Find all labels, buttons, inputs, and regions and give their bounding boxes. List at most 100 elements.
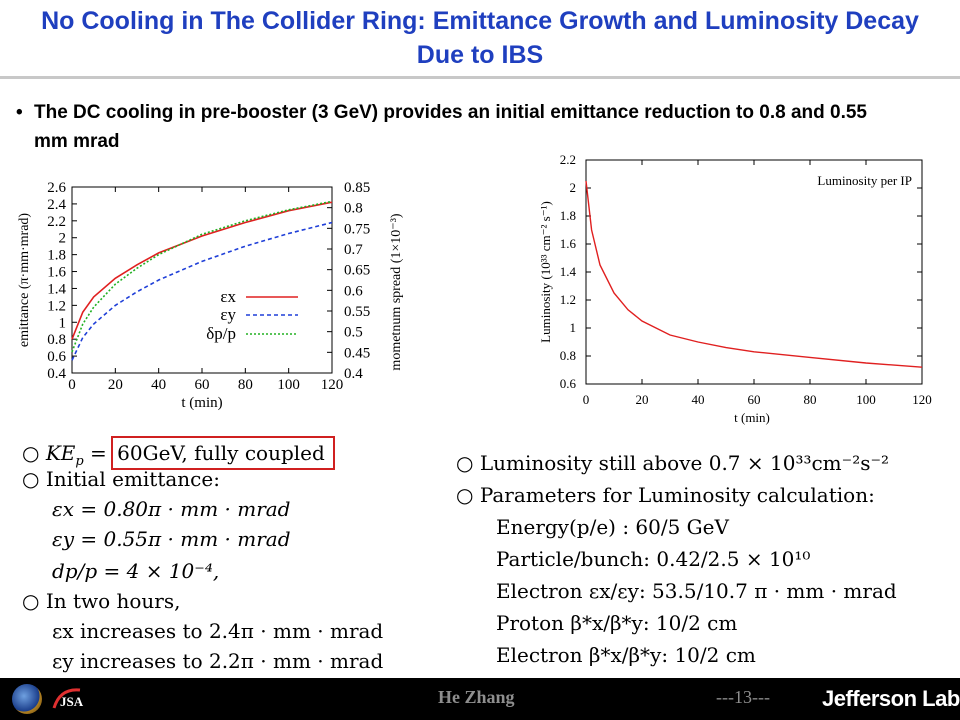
jsa-logo-icon: JSA [52, 688, 84, 709]
two-hours-label: In two hours, [45, 589, 181, 613]
y-tick-label: 2.2 [47, 214, 66, 230]
x-tick-label: 60 [195, 377, 210, 393]
svg-text:JSA: JSA [60, 694, 84, 709]
y2-tick-label: 0.5 [344, 325, 363, 341]
circle-bullet: ○ [456, 451, 480, 475]
legend-label: εx [220, 287, 236, 306]
params-heading-line: ○ Parameters for Luminosity calculation: [456, 482, 875, 508]
luminosity-note: Luminosity still above 0.7 × 10³³cm⁻²s⁻² [479, 451, 890, 475]
y-tick-label: 1.6 [560, 236, 577, 251]
y-tick-label: 2.6 [47, 180, 66, 196]
x-tick-label: 20 [108, 377, 123, 393]
luminosity-note-line: ○ Luminosity still above 0.7 × 10³³cm⁻²s… [456, 450, 889, 476]
title-bar: No Cooling in The Collider Ring: Emittan… [0, 0, 960, 79]
proton-beta-line: Proton β*x/β*y: 10/2 cm [496, 611, 738, 635]
y-tick-label: 1 [570, 320, 577, 335]
y-tick-label: 0.4 [47, 366, 66, 382]
circle-bullet: ○ [22, 589, 46, 613]
dp-p-line: dp/p = 4 × 10⁻⁴, [52, 559, 220, 583]
y-tick-label: 0.6 [47, 349, 66, 365]
x-tick-label: 80 [238, 377, 253, 393]
bullet-text: The DC cooling in pre-booster (3 GeV) pr… [34, 102, 867, 152]
jefferson-lab-logo: Jefferson Lab [822, 686, 960, 711]
right-math-block: ○ Luminosity still above 0.7 × 10³³cm⁻²s… [450, 450, 960, 670]
series-line-0 [71, 201, 333, 340]
y-tick-label: 0.6 [560, 376, 577, 391]
x-tick-label: 0 [583, 392, 590, 407]
x-tick-label: 20 [636, 392, 649, 407]
emittance-chart: 0 20 40 60 80 100 1200.40.60.811.21.41.61.822.… [17, 180, 404, 411]
ke-sub: p [75, 454, 84, 469]
y2-tick-label: 0.6 [344, 283, 363, 299]
x-tick-label: 120 [321, 377, 344, 393]
chart-title: Luminosity per IP [817, 173, 912, 188]
y-tick-label: 1.4 [47, 281, 66, 297]
y-axis-label: Luminosity (10³³ cm⁻² s⁻¹) [538, 201, 553, 343]
x-tick-label: 80 [804, 392, 817, 407]
y-tick-label: 1.2 [47, 298, 66, 314]
y-tick-label: 1.8 [560, 208, 576, 223]
eps-y-line: εy = 0.55π · mm · mrad [52, 527, 291, 551]
y2-tick-label: 0.75 [344, 221, 370, 237]
y-tick-label: 2.2 [560, 152, 576, 167]
y-tick-label: 1.2 [560, 292, 576, 307]
y2-axis-label: mometnum spread (1×10⁻³) [389, 213, 404, 370]
footer-bar: JSA He Zhang ---13--- Jefferson Lab [0, 678, 960, 720]
y2-tick-label: 0.8 [344, 201, 363, 217]
electron-beta-line: Electron β*x/β*y: 10/2 cm [496, 643, 756, 667]
particle-bunch-line: Particle/bunch: 0.42/2.5 × 10¹⁰ [496, 547, 811, 571]
two-hours-line: ○ In two hours, [22, 588, 181, 614]
series-line-1 [71, 221, 333, 361]
y2-tick-label: 0.85 [344, 180, 370, 196]
circle-bullet: ○ [22, 467, 46, 491]
y-tick-label: 0.8 [47, 332, 66, 348]
y2-tick-label: 0.4 [344, 366, 363, 382]
y-tick-label: 1.8 [47, 248, 66, 264]
ke-eq: = [83, 441, 114, 465]
legend-label: δp/p [206, 324, 236, 343]
plot-frame [71, 186, 333, 374]
bullet-point: • The DC cooling in pre-booster (3 GeV) … [16, 98, 896, 156]
plot-frame [585, 159, 923, 385]
series-line-2 [71, 200, 333, 353]
luminosity-chart: 0 20 40 60 80 100 120 0.6 0.8 1 1.2 1.4 1.6 1.8 2 2.2 t … [538, 152, 932, 425]
footer-page-number: ---13--- [716, 687, 770, 707]
ke-boxed: 60GeV, fully coupled [111, 436, 335, 470]
footer-author: He Zhang [438, 687, 515, 707]
eps-x-line: εx = 0.80π · mm · mrad [52, 497, 291, 521]
y2-tick-label: 0.45 [344, 345, 370, 361]
ke-value: 60GeV, fully coupled [117, 441, 325, 465]
y-tick-label: 1.4 [560, 264, 577, 279]
energy-line: Energy(p/e) : 60/5 GeV [496, 515, 729, 539]
y-tick-label: 1 [59, 315, 67, 331]
y-tick-label: 2 [59, 231, 67, 247]
x-tick-label: 60 [748, 392, 761, 407]
x-tick-label: 0 [68, 377, 76, 393]
slide-title: No Cooling in The Collider Ring: Emittan… [41, 7, 919, 69]
y-tick-label: 0.8 [560, 348, 576, 363]
circle-bullet: ○ [22, 441, 40, 465]
x-tick-label: 120 [912, 392, 932, 407]
y2-tick-label: 0.55 [344, 304, 370, 320]
legend-label: εy [220, 305, 236, 324]
y-tick-label: 1.6 [47, 265, 66, 281]
x-axis-label: t (min) [181, 395, 222, 411]
ke-symbol: KE [45, 441, 76, 465]
initial-emittance-label: Initial emittance: [45, 467, 220, 491]
university-seal-icon [12, 684, 42, 714]
eps-y-increase-line: εy increases to 2.2π · mm · mrad [52, 649, 384, 673]
y-tick-label: 2.4 [47, 197, 66, 213]
x-axis-label: t (min) [734, 410, 770, 425]
left-math-block: ○ KEp = 60GeV, fully coupled ○ Initial e… [0, 430, 430, 673]
eps-x-increase-line: εx increases to 2.4π · mm · mrad [52, 619, 384, 643]
bullet-dot: • [16, 102, 23, 123]
ke-line: ○ KEp = 60GeV, fully coupled [22, 436, 335, 475]
y-tick-label: 2 [570, 180, 577, 195]
y2-tick-label: 0.65 [344, 263, 370, 279]
x-tick-label: 40 [151, 377, 166, 393]
initial-emittance-line: ○ Initial emittance: [22, 466, 220, 492]
y2-tick-label: 0.7 [344, 242, 363, 258]
electron-emittance-line: Electron εx/εy: 53.5/10.7 π · mm · mrad [496, 579, 897, 603]
luminosity-line [585, 180, 923, 368]
params-heading: Parameters for Luminosity calculation: [479, 483, 875, 507]
